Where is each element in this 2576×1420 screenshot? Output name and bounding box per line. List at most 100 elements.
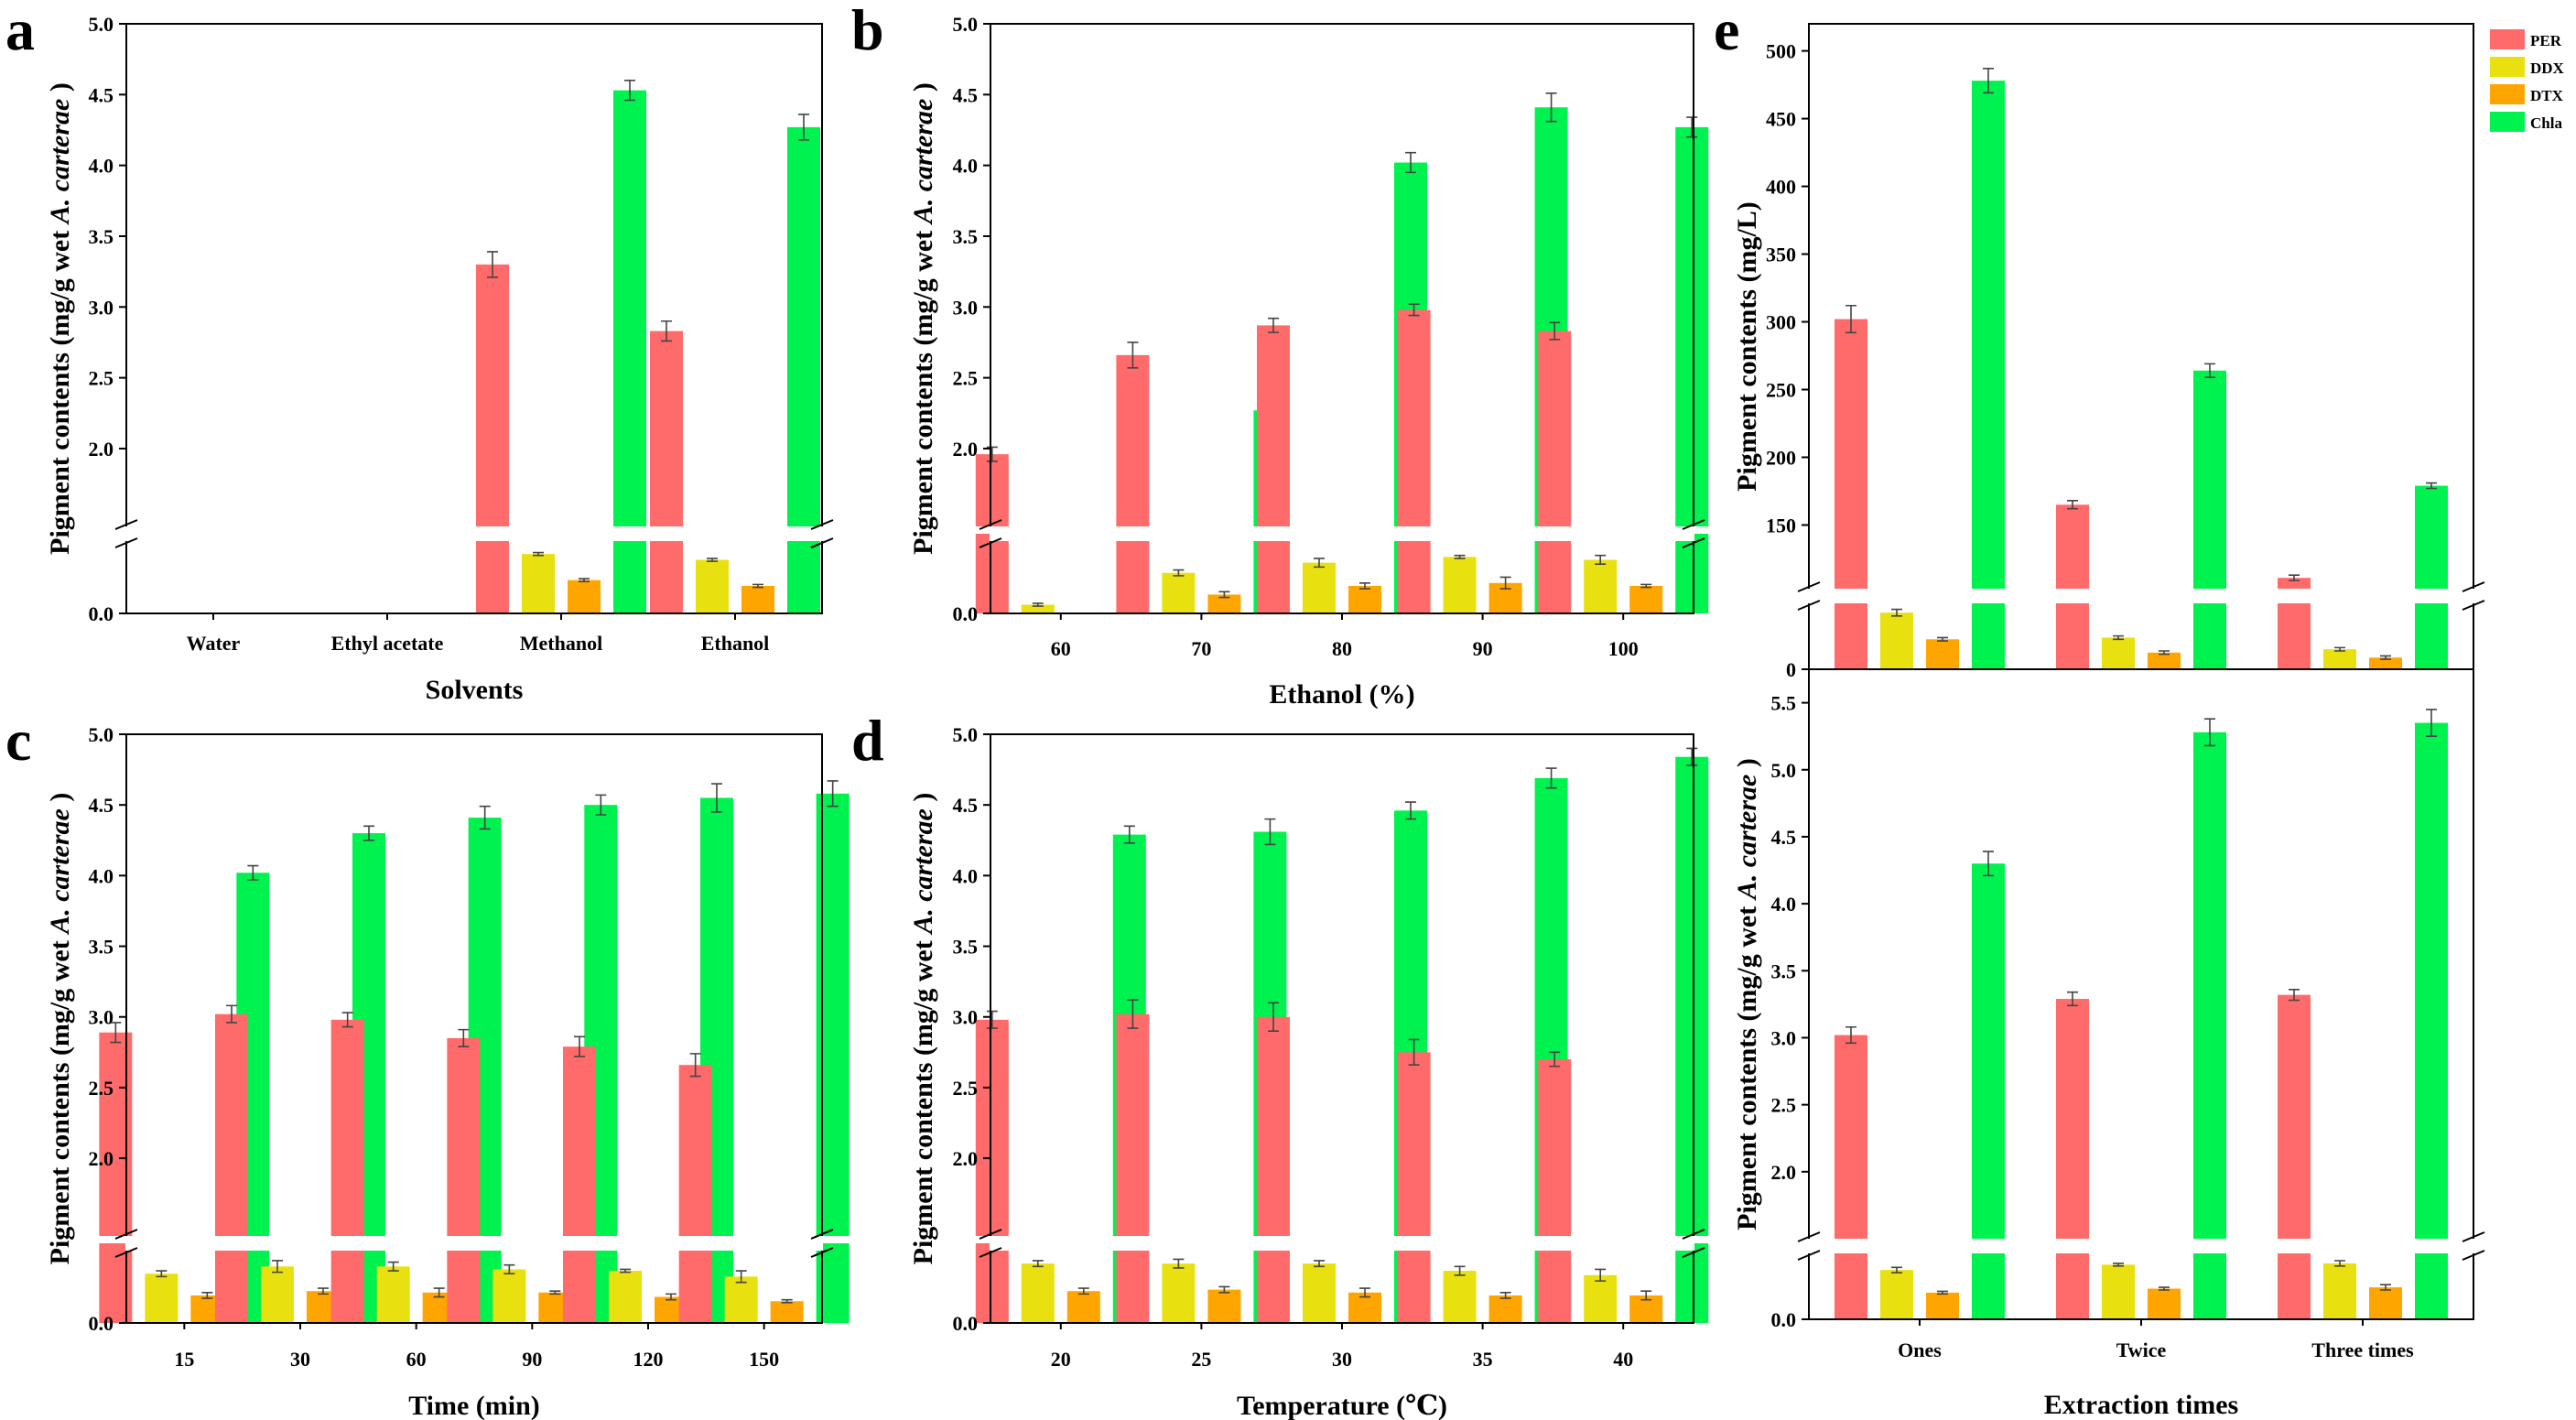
x-tick-label: 60 bbox=[406, 1348, 427, 1371]
bar-ddx bbox=[145, 1274, 179, 1323]
y-axis-title: Pigment contents (mg/L) bbox=[1732, 201, 1762, 492]
error-bar-chla bbox=[1686, 116, 1698, 138]
bar-dtx bbox=[1926, 1292, 1959, 1319]
bar-per bbox=[1397, 309, 1431, 526]
bar-chla bbox=[1972, 863, 2005, 1239]
bar-per bbox=[563, 1046, 596, 1236]
bar-chla-lower bbox=[2415, 1246, 2448, 1319]
legend-swatch-per bbox=[2490, 29, 2525, 49]
y-axis-title-part: ) bbox=[908, 82, 938, 99]
axis-break-mark bbox=[1682, 519, 1705, 548]
bar-chla-lower bbox=[2415, 596, 2448, 669]
error-bar-ddx bbox=[1032, 1260, 1044, 1268]
error-bar-dtx bbox=[318, 1287, 329, 1295]
bar-per bbox=[447, 1037, 481, 1236]
y-tick-label: 3.0 bbox=[89, 1006, 114, 1029]
bar-per-lower bbox=[2056, 1246, 2089, 1319]
y-tick-label: 3.0 bbox=[1771, 1026, 1797, 1049]
error-bar-ddx bbox=[2113, 1263, 2124, 1267]
bar-chla-lower bbox=[787, 534, 820, 613]
error-bar-per bbox=[1268, 317, 1279, 333]
y-axis-title-part: Pigment contents (mg/g wet bbox=[908, 934, 938, 1265]
bar-ddx bbox=[1303, 1263, 1336, 1323]
bar-per-lower bbox=[975, 534, 1009, 613]
y-axis-title-part: A. carterae bbox=[908, 808, 938, 936]
error-bar-chla bbox=[827, 780, 839, 808]
legend-swatch-ddx bbox=[2490, 57, 2525, 77]
x-tick-label: 80 bbox=[1332, 637, 1352, 660]
error-bar-dtx bbox=[2380, 655, 2391, 660]
error-bar-dtx bbox=[549, 1290, 561, 1295]
y-tick-label: 350 bbox=[1766, 244, 1796, 266]
bar-per-lower bbox=[1538, 534, 1572, 613]
error-bar-chla bbox=[247, 864, 259, 881]
panel-e: e 0 150 200 250 300 350 400 450 500 Pigment conte… bbox=[1714, 0, 2565, 1420]
y-tick-label: 0.0 bbox=[89, 602, 114, 625]
plot-frame bbox=[990, 733, 1694, 1324]
y-axis-title-part: Pigment contents (mg/g wet bbox=[1732, 899, 1762, 1230]
y-axis-title-part: Pigment contents (mg/g wet bbox=[45, 223, 75, 555]
error-bar-chla bbox=[1123, 825, 1135, 844]
error-bar-chla bbox=[1545, 92, 1557, 123]
plot-frame bbox=[125, 23, 823, 614]
legend-label-per: PER bbox=[2530, 32, 2562, 49]
bar-per-lower bbox=[1835, 596, 1867, 669]
x-tick-label: 100 bbox=[1608, 637, 1639, 660]
error-bar-chla bbox=[363, 825, 374, 841]
y-tick-label: 4.0 bbox=[953, 864, 979, 887]
y-tick-label: 0.0 bbox=[953, 602, 979, 625]
y-tick-label: 0.0 bbox=[953, 1312, 979, 1335]
bar-ddx bbox=[1162, 572, 1196, 613]
axis-break-band bbox=[1808, 589, 2474, 603]
bar-ddx bbox=[1584, 559, 1618, 613]
error-bar-chla bbox=[2426, 482, 2437, 490]
bar-dtx bbox=[2369, 1287, 2402, 1319]
frame-upper bbox=[990, 733, 1694, 1236]
y-tick-label: 5.0 bbox=[1771, 759, 1797, 782]
bar-chla bbox=[1972, 81, 2005, 590]
error-bar-dtx bbox=[2159, 1286, 2170, 1291]
error-bar-per bbox=[1127, 999, 1139, 1029]
axis-break-mark bbox=[1797, 1231, 1821, 1261]
error-bar-per bbox=[110, 1022, 122, 1044]
x-tick-label: Three times bbox=[2311, 1339, 2414, 1361]
error-bar-ddx bbox=[620, 1268, 631, 1274]
error-bar-chla bbox=[711, 783, 722, 813]
bar-per bbox=[1257, 325, 1290, 526]
y-axis-title-part: Pigment contents (mg/g wet bbox=[45, 934, 75, 1265]
error-bar-ddx bbox=[2334, 1260, 2345, 1267]
bar-dtx bbox=[741, 585, 774, 613]
y-tick-label: 4.5 bbox=[953, 794, 979, 817]
error-bar-per bbox=[574, 1035, 585, 1057]
y-axis-title-part: Pigment contents (mg/L) bbox=[1732, 201, 1762, 492]
error-bar-dtx bbox=[1218, 1285, 1230, 1294]
bar-ddx bbox=[2323, 1263, 2356, 1319]
x-tick-label: Ethyl acetate bbox=[331, 632, 444, 655]
x-tick-label: 35 bbox=[1473, 1348, 1493, 1371]
bar-per bbox=[330, 1019, 364, 1236]
error-bar-dtx bbox=[781, 1298, 793, 1304]
error-bar-per bbox=[689, 1053, 701, 1078]
bar-dtx bbox=[1066, 1291, 1100, 1323]
plot-frame bbox=[1808, 668, 2474, 1320]
chart-b: 60 70 80 90 100 0.0 2.0 2.5 3.0 3.5 4.0 4.5 5.0 Pigme… bbox=[908, 13, 1709, 710]
error-bar-chla bbox=[1405, 151, 1416, 174]
bar-ddx bbox=[1443, 557, 1477, 613]
y-tick-label: 3.0 bbox=[953, 296, 979, 319]
bar-per bbox=[1397, 1052, 1431, 1236]
bar-per bbox=[1538, 1059, 1572, 1236]
bar-ddx bbox=[1584, 1274, 1618, 1323]
x-tick-label: Twice bbox=[2116, 1339, 2167, 1361]
y-tick-label: 200 bbox=[1766, 446, 1796, 469]
error-bar-per bbox=[661, 320, 672, 342]
panel-c: c 15 30 60 90 120 150 0.0 2.0 2.5 3.0 3.5 4.0 4.5 5.0… bbox=[5, 708, 850, 1420]
error-bar-dtx bbox=[433, 1287, 445, 1298]
bar-dtx bbox=[1488, 1295, 1522, 1323]
bar-ddx bbox=[2102, 1264, 2135, 1319]
y-tick-label: 2.5 bbox=[1771, 1094, 1797, 1117]
y-tick-label: 400 bbox=[1766, 176, 1796, 199]
bars bbox=[99, 780, 850, 1323]
bar-ddx bbox=[1443, 1271, 1477, 1323]
y-tick-label: 2.0 bbox=[1771, 1161, 1797, 1184]
bar-chla-lower bbox=[1972, 596, 2005, 669]
